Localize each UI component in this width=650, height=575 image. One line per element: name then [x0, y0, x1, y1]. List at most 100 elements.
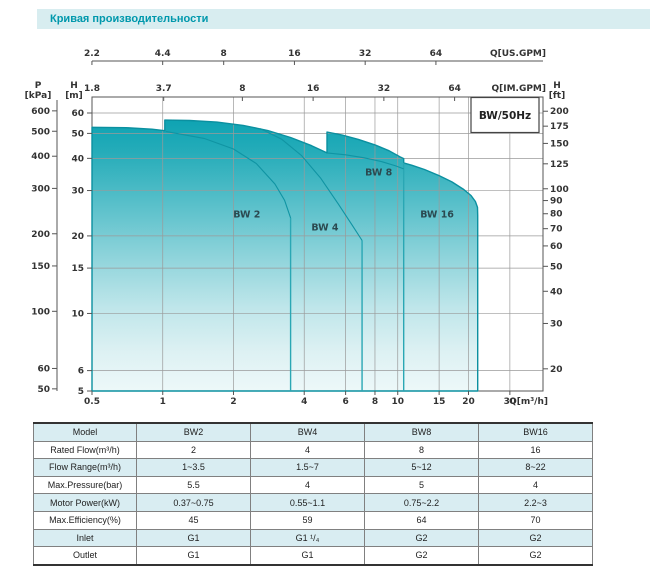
table-cell: 5~12 [364, 458, 479, 477]
table-cell: BW8 [364, 422, 479, 442]
row-label-cell: Model [33, 422, 137, 442]
table-cell: 5.5 [136, 475, 251, 495]
axis-tick-label: 2 [230, 397, 236, 407]
series-badge-label: BW/50Hz [479, 110, 531, 122]
axis-tick-label: 40 [550, 287, 563, 297]
axis-tick-label: 100 [31, 307, 50, 317]
table-cell: 16 [478, 440, 593, 460]
table-cell: 59 [250, 510, 365, 530]
table-cell: G2 [364, 546, 479, 566]
x-axis-label: Q[m³/h] [509, 397, 548, 407]
page-title: Кривая производительности [50, 13, 209, 25]
axis-tick-label: 4 [301, 397, 307, 407]
table-cell: 8 [364, 440, 479, 460]
envelope-fill [92, 120, 478, 391]
axis-tick-label: 1.8 [84, 84, 100, 94]
BW2-max-curve [165, 130, 292, 219]
series-badge-box [470, 96, 540, 134]
table-cell: G2 [478, 546, 593, 566]
table-cell: G1 [136, 546, 251, 566]
axis-tick-label: 64 [448, 84, 461, 94]
axis-tick-label: 20 [550, 365, 563, 375]
axis-tick-label: 300 [31, 184, 50, 194]
axis-tick-label: 200 [31, 230, 50, 240]
table-cell: 64 [364, 510, 479, 530]
row-label-cell: Outlet [33, 546, 137, 566]
table-cell: 45 [136, 510, 251, 530]
h-m-axis-unit: [m] [65, 91, 83, 101]
table-row: Rated Flow(m³/h) 2 4 8 16 [33, 440, 593, 460]
BW4-max-curve [260, 128, 363, 241]
table-cell: G1 [136, 528, 251, 548]
row-label-cell: Max.Pressure(bar) [33, 475, 137, 495]
table-cell: G2 [364, 528, 479, 548]
table-cell: 1.5~7 [250, 458, 365, 477]
axis-tick-label: 15 [71, 264, 84, 274]
table-cell: 0.55~1.1 [250, 493, 365, 512]
pump-region-label: BW 16 [420, 210, 454, 221]
row-label-cell: Max.Efficiency(%) [33, 510, 137, 530]
row-label-cell: Flow Range(m³/h) [33, 458, 137, 477]
table-row: Outlet G1 G1 G2 G2 [33, 546, 593, 566]
axis-tick-label: 64 [430, 49, 443, 59]
h-ft-axis-unit: [ft] [549, 91, 565, 101]
axis-tick-label: 100 [550, 185, 569, 195]
axis-tick-label: 15 [433, 397, 446, 407]
table-cell: G1 ¹/₄ [250, 528, 365, 548]
us-gpm-axis-label: Q[US.GPM] [490, 49, 546, 59]
table-row: Max.Efficiency(%) 45 59 64 70 [33, 510, 593, 530]
table-cell: BW4 [250, 422, 365, 442]
h-ft-axis-title: H [553, 81, 561, 91]
axis-tick-label: 40 [71, 154, 84, 164]
table-cell: 0.37~0.75 [136, 493, 251, 512]
axis-tick-label: 20 [462, 397, 475, 407]
p-axis-title: P [35, 81, 42, 91]
axis-tick-label: 6 [342, 397, 348, 407]
axis-tick-label: 200 [550, 107, 569, 117]
axis-tick-label: 16 [307, 84, 320, 94]
p-axis-unit: [kPa] [25, 91, 52, 101]
axis-tick-label: 20 [71, 232, 84, 242]
axis-tick-label: 8 [221, 49, 227, 59]
title-band: Кривая производительности [37, 9, 650, 29]
axis-tick-label: 150 [31, 262, 50, 272]
table-header-row: Model BW2 BW4 BW8 BW16 [33, 422, 593, 442]
axis-tick-label: 1 [160, 397, 166, 407]
axis-tick-label: 6 [78, 367, 84, 377]
row-label-cell: Rated Flow(m³/h) [33, 440, 137, 460]
axis-tick-label: 500 [31, 127, 50, 137]
axis-tick-label: 70 [550, 225, 563, 235]
axis-tick-label: 32 [378, 84, 391, 94]
table-cell: BW2 [136, 422, 251, 442]
axis-tick-label: 50 [550, 262, 563, 272]
table-row: Max.Pressure(bar) 5.5 4 5 4 [33, 475, 593, 495]
table-cell: 4 [250, 440, 365, 460]
table-cell: 2.2~3 [478, 493, 593, 512]
axis-tick-label: 175 [550, 122, 569, 132]
axis-tick-label: 150 [550, 139, 569, 149]
performance-chart: 0.5 1 2 4 6 8 10 15 20 30Q[m³/h]6050403020151065H… [25, 49, 569, 407]
row-label-cell: Motor Power(kW) [33, 493, 137, 512]
axis-tick-label: 125 [550, 160, 569, 170]
axis-tick-label: 30 [504, 397, 517, 407]
pump-region-label: BW 8 [365, 168, 393, 179]
table-cell: 4 [478, 475, 593, 495]
axis-tick-label: 2.2 [84, 49, 100, 59]
pump-region-label: BW 2 [233, 210, 260, 221]
table-cell: 0.75~2.2 [364, 493, 479, 512]
axis-tick-label: 8 [372, 397, 378, 407]
table-cell: BW16 [478, 422, 593, 442]
im-gpm-axis-label: Q[IM.GPM] [491, 84, 546, 94]
table-cell: 8~22 [478, 458, 593, 477]
table-row: Flow Range(m³/h) 1~3.5 1.5~7 5~12 8~22 [33, 458, 593, 477]
axis-tick-label: 50 [71, 129, 84, 139]
axis-tick-label: 10 [391, 397, 404, 407]
table-cell: G2 [478, 528, 593, 548]
h-m-axis-title: H [70, 81, 78, 91]
axis-tick-label: 80 [550, 210, 563, 220]
axis-tick-label: 8 [239, 84, 245, 94]
table-cell: 70 [478, 510, 593, 530]
BW8-max-curve [326, 152, 404, 170]
table-cell: G1 [250, 546, 365, 566]
